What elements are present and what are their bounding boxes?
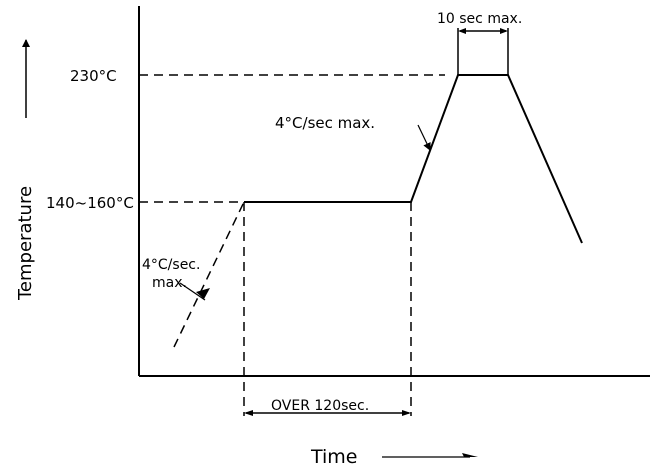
temp-preheat-label: 140~160°C <box>46 194 134 212</box>
preheat-ramp-arrowhead <box>196 288 210 299</box>
temp-high-label: 230°C <box>70 67 117 85</box>
preheat-duration-label: OVER 120sec. <box>271 398 369 414</box>
y-axis-label: Temperature <box>15 186 36 301</box>
preheat-ramp-label-line1: 4°C/sec. <box>142 257 200 273</box>
ramp-up-label: 4°C/sec max. <box>275 114 375 132</box>
peak-arrowhead-right <box>500 28 508 34</box>
peak-arrowhead-left <box>458 28 466 34</box>
peak-duration-label: 10 sec max. <box>437 11 522 27</box>
initial-ramp-line <box>173 201 245 348</box>
preheat-ramp-leader <box>179 282 206 301</box>
preheat-arrowhead-left <box>244 410 253 416</box>
temperature-profile-curve <box>244 74 583 244</box>
preheat-ramp-label-line2: max. <box>152 275 187 291</box>
ramp-up-leader <box>417 124 431 151</box>
preheat-arrowhead-right <box>402 410 411 416</box>
x-axis-label: Time <box>310 446 358 468</box>
x-axis-arrowhead <box>462 453 478 457</box>
